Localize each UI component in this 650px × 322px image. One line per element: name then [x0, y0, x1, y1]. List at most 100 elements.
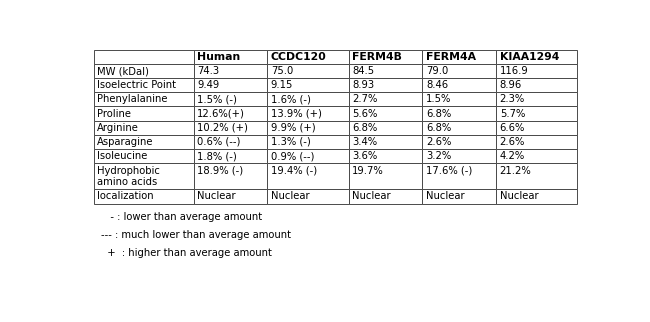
Text: 10.2% (+): 10.2% (+)	[197, 123, 248, 133]
Text: --- : much lower than average amount: --- : much lower than average amount	[101, 230, 291, 240]
Bar	[422, 163, 496, 189]
Bar	[348, 107, 422, 121]
Text: 8.96: 8.96	[500, 80, 522, 90]
Text: 8.46: 8.46	[426, 80, 448, 90]
Bar	[94, 121, 194, 135]
Bar	[267, 78, 348, 92]
Text: 19.4% (-): 19.4% (-)	[271, 166, 317, 176]
Bar	[422, 92, 496, 107]
Text: Hydrophobic
amino acids: Hydrophobic amino acids	[98, 166, 161, 187]
Text: Asparagine: Asparagine	[98, 137, 154, 147]
Bar	[94, 50, 194, 64]
Bar	[422, 121, 496, 135]
Text: - : lower than average amount: - : lower than average amount	[101, 212, 263, 222]
Bar	[422, 78, 496, 92]
Bar	[267, 121, 348, 135]
Bar	[267, 135, 348, 149]
Bar	[496, 149, 577, 163]
Bar	[422, 64, 496, 78]
Bar	[348, 78, 422, 92]
Bar	[94, 78, 194, 92]
Text: Proline: Proline	[98, 109, 131, 118]
Bar	[422, 149, 496, 163]
Text: 5.7%: 5.7%	[500, 109, 525, 118]
Text: FERM4B: FERM4B	[352, 52, 402, 62]
Bar	[94, 92, 194, 107]
Text: 2.6%: 2.6%	[426, 137, 451, 147]
Text: 1.5% (-): 1.5% (-)	[197, 94, 237, 104]
Text: Nuclear: Nuclear	[500, 192, 538, 202]
Bar	[348, 135, 422, 149]
Text: Phenylalanine: Phenylalanine	[98, 94, 168, 104]
Text: Nuclear: Nuclear	[426, 192, 465, 202]
Text: 0.9% (--): 0.9% (--)	[271, 151, 314, 161]
Bar	[194, 78, 267, 92]
Bar	[348, 64, 422, 78]
Bar	[94, 64, 194, 78]
Text: CCDC120: CCDC120	[271, 52, 326, 62]
Bar	[267, 163, 348, 189]
Bar	[94, 149, 194, 163]
Text: 4.2%: 4.2%	[500, 151, 525, 161]
Bar	[94, 189, 194, 204]
Bar	[94, 163, 194, 189]
Bar	[194, 163, 267, 189]
Text: 84.5: 84.5	[352, 66, 374, 76]
Text: localization: localization	[98, 192, 154, 202]
Bar	[194, 121, 267, 135]
Text: 3.2%: 3.2%	[426, 151, 451, 161]
Text: 6.8%: 6.8%	[426, 109, 451, 118]
Text: KIAA1294: KIAA1294	[500, 52, 559, 62]
Text: 6.8%: 6.8%	[426, 123, 451, 133]
Bar	[422, 135, 496, 149]
Text: 6.6%: 6.6%	[500, 123, 525, 133]
Text: 1.3% (-): 1.3% (-)	[271, 137, 311, 147]
Text: MW (kDal): MW (kDal)	[98, 66, 150, 76]
Text: +  : higher than average amount: + : higher than average amount	[101, 248, 272, 258]
Bar	[348, 50, 422, 64]
Bar	[422, 107, 496, 121]
Bar	[267, 50, 348, 64]
Bar	[422, 50, 496, 64]
Bar	[348, 163, 422, 189]
Text: 9.49: 9.49	[197, 80, 219, 90]
Bar	[348, 121, 422, 135]
Bar	[496, 107, 577, 121]
Bar	[348, 149, 422, 163]
Text: 74.3: 74.3	[197, 66, 219, 76]
Text: 79.0: 79.0	[426, 66, 448, 76]
Text: Isoleucine: Isoleucine	[98, 151, 148, 161]
Text: 19.7%: 19.7%	[352, 166, 384, 176]
Bar	[267, 92, 348, 107]
Bar	[194, 149, 267, 163]
Text: Nuclear: Nuclear	[271, 192, 309, 202]
Bar	[422, 189, 496, 204]
Text: Human: Human	[197, 52, 240, 62]
Text: 9.15: 9.15	[271, 80, 293, 90]
Text: 0.6% (--): 0.6% (--)	[197, 137, 240, 147]
Bar	[496, 78, 577, 92]
Text: 17.6% (-): 17.6% (-)	[426, 166, 472, 176]
Text: Nuclear: Nuclear	[197, 192, 236, 202]
Text: 9.9% (+): 9.9% (+)	[271, 123, 315, 133]
Bar	[348, 92, 422, 107]
Text: 12.6%(+): 12.6%(+)	[197, 109, 245, 118]
Bar	[496, 121, 577, 135]
Bar	[194, 92, 267, 107]
Bar	[267, 107, 348, 121]
Text: FERM4A: FERM4A	[426, 52, 476, 62]
Text: 18.9% (-): 18.9% (-)	[197, 166, 243, 176]
Bar	[194, 64, 267, 78]
Bar	[496, 189, 577, 204]
Bar	[496, 163, 577, 189]
Bar	[267, 64, 348, 78]
Bar	[194, 50, 267, 64]
Bar	[496, 50, 577, 64]
Bar	[496, 64, 577, 78]
Bar	[496, 92, 577, 107]
Text: Nuclear: Nuclear	[352, 192, 391, 202]
Bar	[348, 189, 422, 204]
Text: 21.2%: 21.2%	[500, 166, 532, 176]
Text: 2.3%: 2.3%	[500, 94, 525, 104]
Bar	[94, 135, 194, 149]
